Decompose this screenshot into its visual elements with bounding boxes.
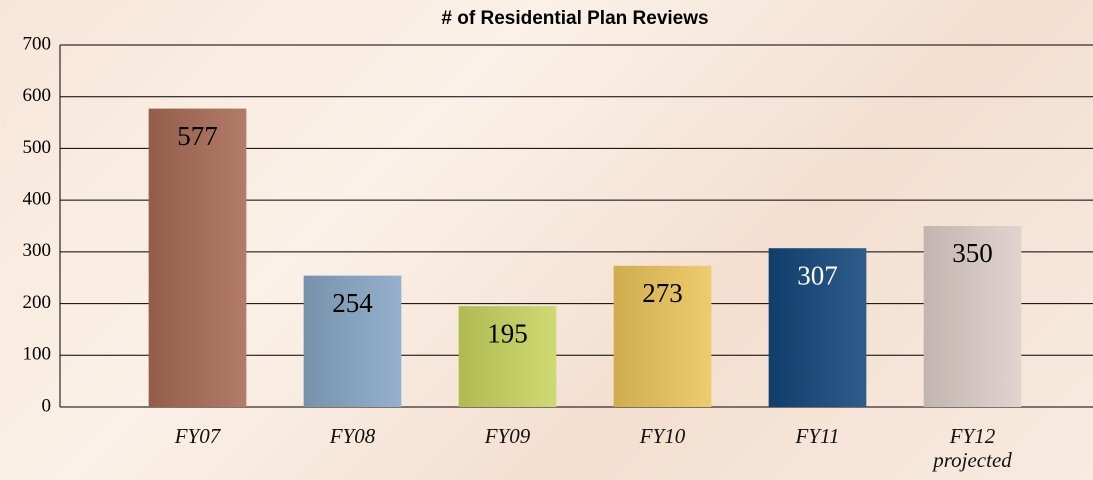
bar-shade — [613, 265, 712, 407]
y-tick-label: 700 — [23, 33, 52, 54]
bar-shade — [923, 226, 1022, 407]
y-tick-label: 100 — [23, 344, 52, 365]
y-tick-label: 200 — [23, 292, 52, 313]
bar-shade — [303, 275, 402, 407]
data-label: 577 — [177, 121, 218, 151]
bar-shade — [458, 306, 557, 407]
x-tick-label: FY07 — [174, 424, 222, 448]
data-label: 273 — [642, 278, 683, 308]
data-label: 195 — [487, 318, 528, 348]
data-label: 307 — [797, 260, 838, 290]
y-tick-label: 500 — [23, 137, 52, 158]
x-tick-label: FY09 — [484, 424, 531, 448]
y-tick-label: 300 — [23, 240, 52, 261]
x-tick-label: FY10 — [639, 424, 686, 448]
data-label: 254 — [332, 288, 373, 318]
x-tick-label: FY12 projected — [931, 424, 1012, 472]
chart-title: # of Residential Plan Reviews — [441, 8, 708, 29]
bar-shade — [768, 248, 867, 407]
data-label: 350 — [952, 238, 993, 268]
x-tick-label: FY08 — [329, 424, 376, 448]
y-tick-label: 400 — [23, 189, 52, 210]
y-tick-label: 0 — [42, 395, 52, 416]
bar-shade — [148, 108, 247, 407]
y-tick-label: 600 — [23, 85, 52, 106]
x-tick-label: FY11 — [795, 424, 840, 448]
